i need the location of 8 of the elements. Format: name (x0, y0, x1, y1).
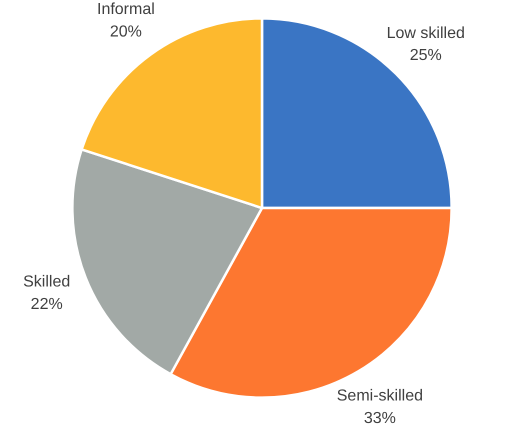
data-label: 25% (410, 46, 442, 64)
data-label: 33% (364, 410, 396, 427)
slice-label: Semi-skilled (336, 388, 423, 405)
data-label: 22% (30, 296, 63, 313)
slice-label: Skilled (23, 274, 70, 291)
data-label: 20% (110, 23, 142, 40)
slice-label: Informal (96, 1, 155, 18)
slice-label: Low skilled (386, 24, 465, 42)
